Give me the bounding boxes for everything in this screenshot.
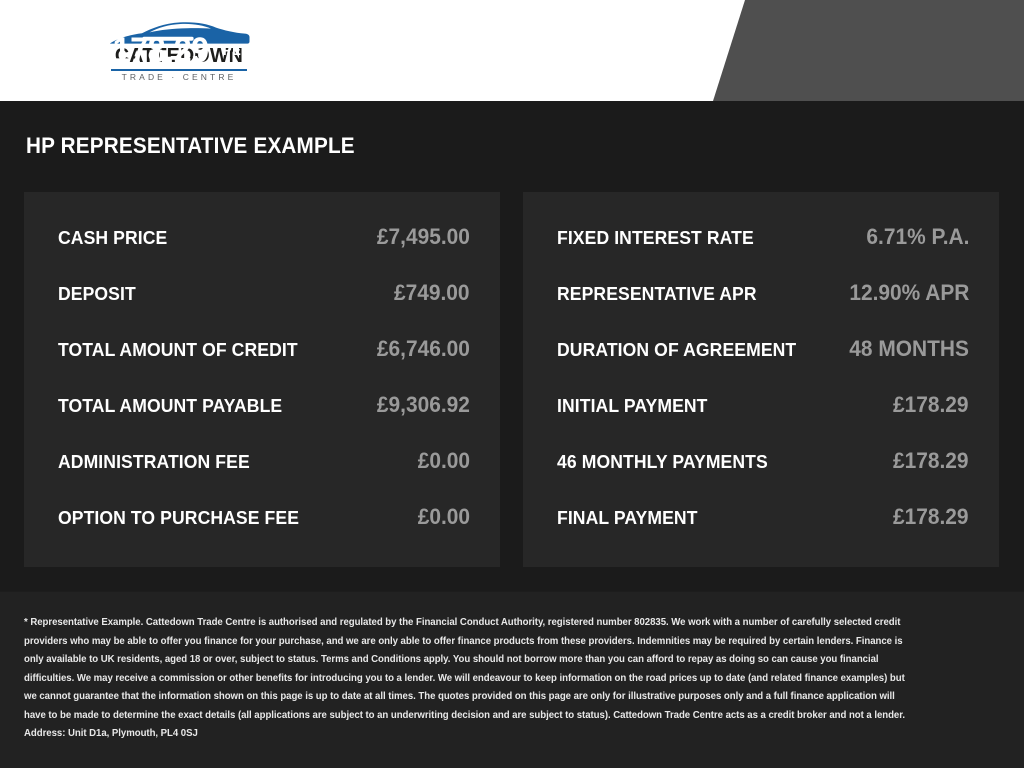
table-row: FINAL PAYMENT £178.29 <box>557 504 969 560</box>
row-value: £178.29 <box>893 392 969 417</box>
table-row: CASH PRICE £7,495.00 <box>58 224 470 280</box>
row-value: £749.00 <box>394 280 470 305</box>
price-banner <box>713 0 1024 101</box>
price-banner-content: £178.29 PER MONTH* <box>95 0 329 101</box>
row-label: TOTAL AMOUNT OF CREDIT <box>58 339 298 360</box>
logo-underline <box>111 69 247 71</box>
table-row: 46 MONTHLY PAYMENTS £178.29 <box>557 448 969 504</box>
logo-subtitle: TRADE · CENTRE <box>121 72 237 82</box>
row-value: £178.29 <box>893 448 969 473</box>
row-label: DURATION OF AGREEMENT <box>557 339 797 360</box>
row-label: INITIAL PAYMENT <box>557 395 708 416</box>
row-value: £6,746.00 <box>377 336 470 361</box>
row-label: REPRESENTATIVE APR <box>557 283 757 304</box>
row-label: 46 MONTHLY PAYMENTS <box>557 451 768 472</box>
row-value: £7,495.00 <box>377 224 470 249</box>
table-row: TOTAL AMOUNT PAYABLE £9,306.92 <box>58 392 470 448</box>
site-header: CATTEDOWN TRADE · CENTRE £178.29 PER MON… <box>0 0 1024 101</box>
row-value: 48 MONTHS <box>849 336 969 361</box>
table-row: REPRESENTATIVE APR 12.90% APR <box>557 280 969 336</box>
finance-rows-right: FIXED INTEREST RATE 6.71% P.A. REPRESENT… <box>557 224 969 560</box>
row-value: 12.90% APR <box>848 280 969 305</box>
logo-wordmark: CATTEDOWN <box>114 44 244 67</box>
table-row: OPTION TO PURCHASE FEE £0.00 <box>58 504 470 560</box>
row-value: £9,306.92 <box>377 392 470 417</box>
footer-divider <box>0 591 1024 592</box>
row-value: 6.71% P.A. <box>865 224 969 249</box>
finance-summary-left-panel: CASH PRICE £7,495.00 DEPOSIT £749.00 TOT… <box>24 192 500 567</box>
row-value: £178.29 <box>893 504 969 529</box>
brand-logo[interactable]: CATTEDOWN TRADE · CENTRE <box>108 20 250 82</box>
finance-rows-left: CASH PRICE £7,495.00 DEPOSIT £749.00 TOT… <box>58 224 470 560</box>
table-row: DEPOSIT £749.00 <box>58 280 470 336</box>
row-label: TOTAL AMOUNT PAYABLE <box>58 395 283 416</box>
finance-summary-right-panel: FIXED INTEREST RATE 6.71% P.A. REPRESENT… <box>523 192 999 567</box>
row-label: CASH PRICE <box>58 227 168 248</box>
car-silhouette-icon <box>110 22 250 44</box>
table-row: DURATION OF AGREEMENT 48 MONTHS <box>557 336 969 392</box>
row-value: £0.00 <box>417 504 470 529</box>
row-label: DEPOSIT <box>58 283 136 304</box>
table-row: FIXED INTEREST RATE 6.71% P.A. <box>557 224 969 280</box>
disclaimer-text: * Representative Example. Cattedown Trad… <box>24 617 906 739</box>
footer: * Representative Example. Cattedown Trad… <box>0 592 1024 768</box>
row-label: OPTION TO PURCHASE FEE <box>58 507 300 528</box>
row-label: FIXED INTEREST RATE <box>557 227 754 248</box>
row-label: ADMINISTRATION FEE <box>58 451 250 472</box>
table-row: TOTAL AMOUNT OF CREDIT £6,746.00 <box>58 336 470 392</box>
table-row: ADMINISTRATION FEE £0.00 <box>58 448 470 504</box>
finance-panels: CASH PRICE £7,495.00 DEPOSIT £749.00 TOT… <box>0 192 1024 567</box>
page-title: HP REPRESENTATIVE EXAMPLE <box>26 133 355 158</box>
monthly-price-amount: £178.29 <box>95 30 209 70</box>
row-value: £0.00 <box>417 448 470 473</box>
monthly-price-period: PER MONTH* <box>222 42 310 59</box>
table-row: INITIAL PAYMENT £178.29 <box>557 392 969 448</box>
row-label: FINAL PAYMENT <box>557 507 698 528</box>
